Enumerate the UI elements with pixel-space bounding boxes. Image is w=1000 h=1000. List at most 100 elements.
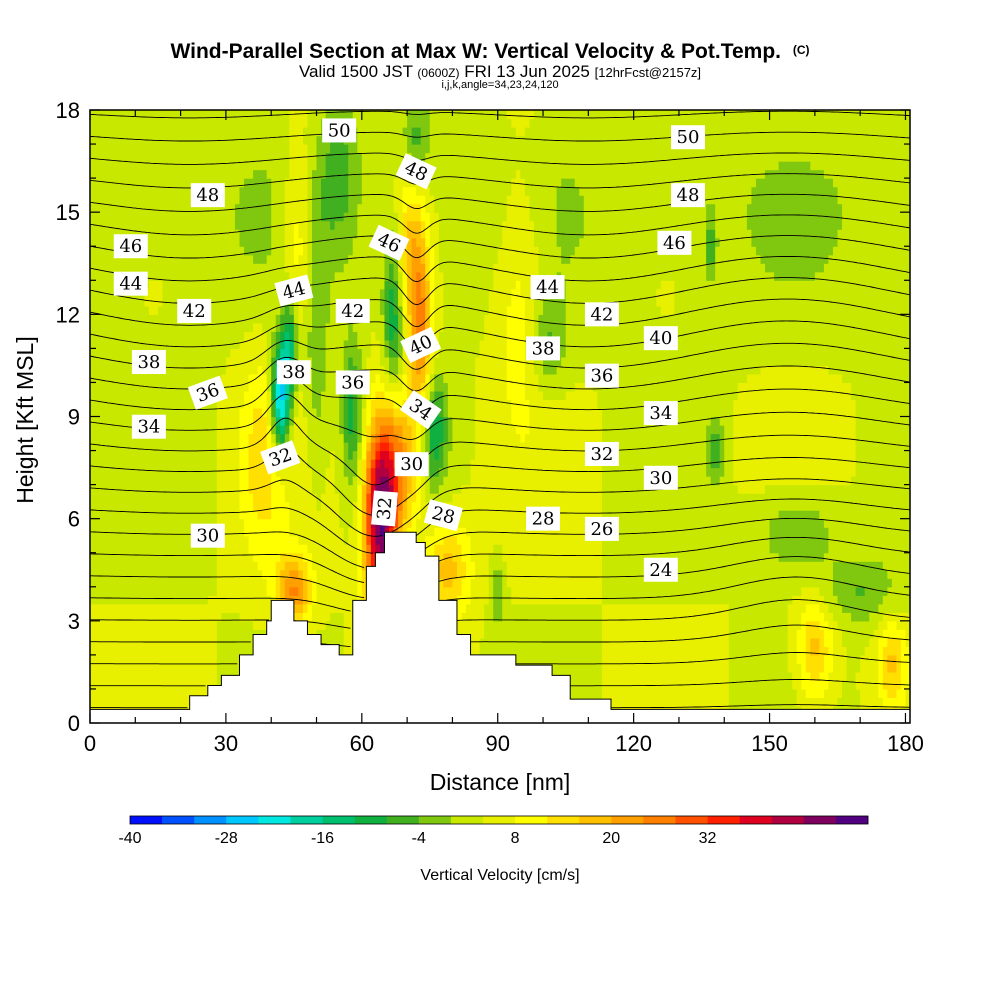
w-cell (266, 476, 272, 486)
w-cell (99, 425, 105, 435)
w-cell (375, 527, 381, 537)
w-cell (266, 212, 272, 222)
w-cell (126, 322, 132, 332)
w-cell (99, 467, 105, 477)
w-cell (135, 322, 141, 332)
w-cell (225, 544, 232, 554)
w-cell (357, 161, 363, 171)
w-cell (121, 501, 127, 511)
w-cell (379, 118, 386, 128)
w-cell (230, 433, 236, 443)
w-cell (225, 476, 232, 486)
w-cell (239, 229, 245, 239)
w-cell (167, 501, 173, 511)
w-cell (307, 399, 313, 409)
w-cell (266, 135, 272, 145)
w-cell (171, 237, 177, 247)
w-cell (289, 348, 295, 358)
w-cell (334, 603, 340, 613)
w-cell (398, 373, 404, 384)
w-cell (99, 518, 105, 528)
w-cell (248, 476, 254, 486)
w-cell (266, 263, 272, 273)
w-cell (230, 297, 236, 307)
w-cell (126, 697, 132, 707)
w-cell (171, 382, 177, 392)
w-cell (94, 280, 100, 290)
w-cell (157, 697, 164, 707)
w-cell (94, 535, 100, 545)
w-cell (153, 169, 159, 179)
w-cell (230, 288, 236, 298)
w-cell (330, 110, 336, 120)
w-cell (216, 654, 222, 665)
w-cell (348, 510, 354, 520)
w-cell (234, 620, 241, 630)
w-cell (361, 110, 367, 120)
w-cell (148, 612, 155, 622)
w-cell (112, 152, 118, 162)
w-cell (180, 280, 186, 290)
w-cell (203, 288, 209, 298)
w-cell (94, 603, 100, 613)
w-cell (239, 237, 245, 247)
w-cell (289, 322, 295, 332)
w-cell (103, 680, 109, 690)
w-cell (334, 433, 340, 443)
w-cell (203, 373, 209, 384)
w-cell (379, 433, 386, 443)
w-cell (99, 237, 105, 247)
w-cell (90, 305, 96, 315)
w-cell (248, 467, 254, 477)
w-cell (293, 186, 299, 196)
w-cell (144, 152, 150, 162)
w-cell (189, 263, 195, 273)
w-cell (284, 595, 290, 605)
w-cell (189, 442, 195, 452)
w-cell (234, 493, 241, 503)
w-cell (103, 578, 109, 588)
w-cell (248, 118, 254, 128)
w-cell (139, 535, 145, 545)
w-cell (94, 450, 100, 460)
w-cell (275, 212, 281, 222)
w-cell (330, 399, 336, 409)
w-cell (167, 127, 173, 137)
w-cell (389, 484, 395, 494)
w-cell (162, 203, 168, 213)
w-cell (216, 578, 222, 588)
w-cell (262, 348, 268, 358)
w-cell (162, 373, 168, 384)
w-cell (321, 612, 327, 622)
w-cell (311, 552, 318, 562)
w-cell (370, 212, 377, 222)
w-cell (135, 680, 141, 690)
w-cell (244, 186, 250, 196)
w-cell (311, 356, 318, 367)
w-cell (148, 263, 155, 273)
w-cell (139, 339, 145, 349)
w-cell (330, 450, 336, 460)
w-cell (108, 425, 114, 435)
w-cell (90, 612, 96, 622)
w-cell (293, 586, 299, 596)
w-cell (117, 663, 123, 673)
w-cell (271, 356, 277, 367)
w-cell (117, 459, 123, 469)
w-cell (90, 561, 96, 571)
w-cell (284, 569, 290, 579)
w-cell (99, 390, 105, 401)
w-cell (348, 144, 354, 154)
w-cell (316, 220, 322, 230)
w-cell (126, 688, 132, 699)
w-cell (117, 161, 123, 171)
w-cell (139, 569, 145, 579)
w-cell (108, 467, 114, 477)
w-cell (90, 144, 96, 154)
w-cell (284, 433, 290, 443)
w-cell (139, 688, 145, 699)
w-cell (157, 450, 164, 460)
w-cell (112, 144, 118, 154)
w-cell (171, 127, 177, 137)
w-cell (370, 425, 377, 435)
